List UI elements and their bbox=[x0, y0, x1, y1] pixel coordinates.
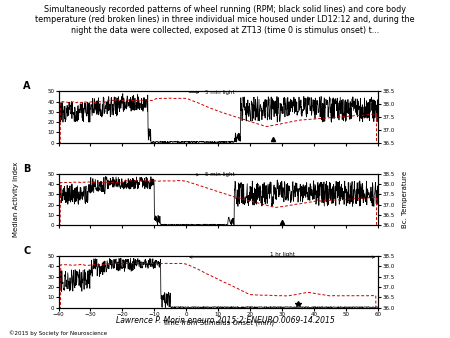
X-axis label: Time from Stimulus Onset (min): Time from Stimulus Onset (min) bbox=[162, 319, 274, 326]
Text: B: B bbox=[23, 164, 31, 174]
Text: A: A bbox=[23, 81, 31, 91]
Text: 1 hr light: 1 hr light bbox=[270, 251, 295, 257]
Text: ©2015 by Society for Neuroscience: ©2015 by Society for Neuroscience bbox=[9, 331, 107, 336]
Text: C: C bbox=[23, 246, 31, 256]
Text: Lawrence P. Morin eneuro 2015;2:ENEURO.0069-14.2015: Lawrence P. Morin eneuro 2015;2:ENEURO.0… bbox=[116, 316, 334, 325]
Text: Median Activity Index: Median Activity Index bbox=[13, 162, 19, 237]
Text: 5 min light: 5 min light bbox=[206, 172, 235, 177]
Text: Simultaneously recorded patterns of wheel running (RPM; black solid lines) and c: Simultaneously recorded patterns of whee… bbox=[35, 5, 415, 35]
Text: Bc. Temperature: Bc. Temperature bbox=[402, 171, 408, 228]
Text: 5 min light: 5 min light bbox=[206, 90, 235, 95]
